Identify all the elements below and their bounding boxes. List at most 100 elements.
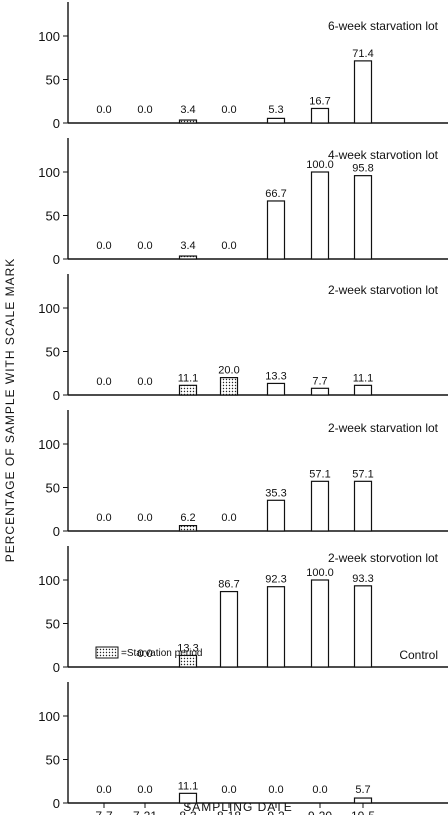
bar (310, 171, 330, 260)
bar (219, 590, 239, 668)
y-tick-label: 100 (38, 301, 60, 316)
y-tick-label: 0 (53, 524, 60, 539)
bar (310, 480, 330, 532)
y-tick-label: 0 (53, 116, 60, 131)
data-label: 0.0 (96, 784, 111, 796)
legend: =Starvation period (95, 646, 202, 659)
data-label: 11.1 (178, 780, 199, 792)
x-axis-label: SAMPLING DATE (183, 800, 292, 814)
data-label: 3.4 (180, 104, 195, 116)
data-label: 0.0 (96, 512, 111, 524)
data-label: 57.1 (352, 468, 373, 480)
y-tick-label: 50 (46, 481, 60, 496)
x-tick-label: 7-7 (95, 809, 113, 815)
y-tick-label: 50 (46, 753, 60, 768)
data-label: 0.0 (137, 784, 152, 796)
data-label: 0.0 (221, 104, 236, 116)
data-label: 0.0 (96, 104, 111, 116)
x-tick-label: 8-18 (217, 809, 241, 815)
bar (310, 579, 330, 668)
legend-label: =Starvation period (121, 648, 202, 659)
bar (266, 117, 286, 124)
data-label: 0.0 (137, 512, 152, 524)
data-label: 0.0 (137, 376, 152, 388)
x-tick-label: 7-21 (133, 809, 157, 815)
bar (266, 200, 286, 260)
y-tick-label: 100 (38, 709, 60, 724)
data-label: 100.0 (306, 567, 334, 579)
panel-4: 0 50 100 2-week starvation lot 0.0 0.0 6.2 0.0 3… (38, 410, 448, 539)
data-label: 0.0 (312, 784, 327, 796)
panel-title: Control (399, 648, 438, 662)
data-label: 0.0 (221, 512, 236, 524)
panel-6: 0 50 100 Control 0.0 0.0 11.1 0.0 0.0 0.0 5.7 (38, 648, 448, 811)
data-label: 0.0 (221, 784, 236, 796)
y-tick-label: 100 (38, 29, 60, 44)
bar (266, 586, 286, 668)
data-label: 0.0 (96, 376, 111, 388)
y-tick-label: 50 (46, 345, 60, 360)
data-label: 6.2 (180, 512, 195, 524)
data-label: 13.3 (265, 370, 286, 382)
x-tick-label: 10-5 (351, 809, 375, 815)
data-label: 11.1 (353, 372, 374, 384)
panel-title: 2-week starvation lot (328, 421, 439, 435)
panel-2: 0 50 100 4-week starvotion lot 0.0 0.0 3.4 0.0 6… (38, 138, 448, 267)
y-tick-label: 0 (53, 388, 60, 403)
data-label: 5.3 (268, 104, 283, 116)
bar (310, 107, 330, 124)
x-tick-label: 9-20 (308, 809, 332, 815)
data-label: 57.1 (309, 468, 330, 480)
bar (178, 654, 198, 668)
data-label: 7.7 (312, 375, 327, 387)
y-tick-label: 50 (46, 617, 60, 632)
panels: 0 50 100 6-week starvation lot 0.0 0.0 3.4 0.0 5… (38, 2, 448, 815)
x-tick-label: 9-2 (267, 809, 285, 815)
bar (353, 175, 373, 260)
data-label: 5.7 (355, 784, 370, 796)
data-label: 92.3 (265, 574, 286, 586)
data-label: 0.0 (137, 648, 152, 660)
data-label: 0.0 (221, 240, 236, 252)
data-label: 86.7 (218, 579, 239, 591)
y-tick-label: 100 (38, 165, 60, 180)
data-label: 3.4 (180, 240, 195, 252)
data-label: 35.3 (265, 487, 286, 499)
bar (266, 499, 286, 532)
data-label: 100.0 (306, 159, 334, 171)
data-label: 71.4 (352, 48, 373, 60)
bar (353, 797, 373, 804)
data-label: 0.0 (137, 104, 152, 116)
bar (310, 387, 330, 396)
panel-title: 2-week starvotion lot (328, 283, 439, 297)
data-label: 66.7 (265, 188, 286, 200)
bar (353, 585, 373, 668)
data-label: 0.0 (268, 784, 283, 796)
bar (353, 384, 373, 396)
panel-title: 2-week storvotion lot (328, 551, 439, 565)
panel-1: 0 50 100 6-week starvation lot 0.0 0.0 3.4 0.0 5… (38, 2, 448, 131)
data-label: 11.1 (178, 372, 199, 384)
y-tick-label: 0 (53, 660, 60, 675)
panel-title: 6-week starvation lot (328, 19, 439, 33)
bar (178, 119, 198, 124)
bar (178, 384, 198, 396)
panel-3: 0 50 100 2-week starvotion lot 0.0 0.0 11.1 20.… (38, 274, 448, 403)
y-tick-label: 50 (46, 73, 60, 88)
panel-title: 4-week starvotion lot (328, 148, 439, 162)
data-label: 16.7 (309, 95, 330, 107)
bar (219, 377, 239, 396)
bar (353, 60, 373, 124)
bar (353, 480, 373, 532)
bar (178, 525, 198, 532)
legend-swatch (95, 646, 119, 659)
data-label: 0.0 (96, 240, 111, 252)
data-label: 13.3 (177, 642, 198, 654)
y-tick-label: 100 (38, 437, 60, 452)
bar (266, 382, 286, 396)
x-tick-label: 8-3 (179, 809, 197, 815)
y-tick-label: 0 (53, 796, 60, 811)
data-label: 0.0 (137, 240, 152, 252)
